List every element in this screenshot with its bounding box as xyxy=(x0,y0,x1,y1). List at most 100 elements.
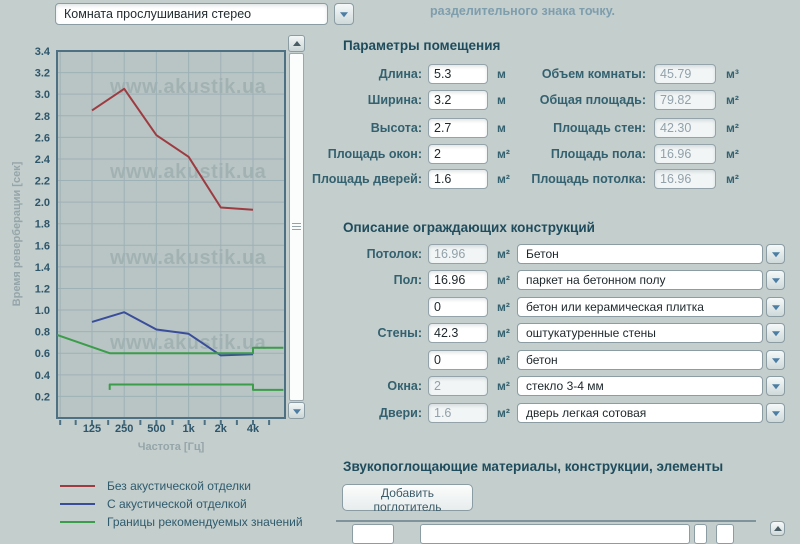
chevron-down-icon xyxy=(771,278,780,284)
construction-row: м² бетон или керамическая плитка xyxy=(0,297,800,317)
absorber-material-select[interactable] xyxy=(420,524,690,544)
construction-row: Потолок: м² Бетон xyxy=(0,244,800,264)
material-dropdown-button[interactable] xyxy=(766,350,785,370)
x-tick-label: 125 xyxy=(83,423,101,435)
walls2-material-select[interactable]: бетон xyxy=(517,350,763,370)
height-input[interactable] xyxy=(428,118,488,138)
floor-material-select[interactable]: паркет на бетонном полу xyxy=(517,270,763,290)
construction-row: Окна: м² стекло 3-4 мм xyxy=(0,376,800,396)
walls-area-unit: м² xyxy=(726,121,739,135)
floor2-area-input[interactable] xyxy=(428,297,488,317)
room-preset-select[interactable]: Комната прослушивания стерео xyxy=(55,3,328,25)
chevron-down-icon xyxy=(771,358,780,364)
width-input[interactable] xyxy=(428,90,488,110)
add-absorber-button[interactable]: Добавить поглотитель xyxy=(342,484,473,514)
length-input[interactable] xyxy=(428,64,488,84)
x-tick-label: 1k xyxy=(182,423,195,435)
windows-material-select[interactable]: стекло 3-4 мм xyxy=(517,376,763,396)
y-tick-label: 1.8 xyxy=(35,219,50,231)
total-area-unit: м² xyxy=(726,93,739,107)
doors-area-input[interactable] xyxy=(428,169,488,189)
walls2-area-input[interactable] xyxy=(428,350,488,370)
material-value: стекло 3-4 мм xyxy=(526,379,604,393)
arrow-down-icon xyxy=(292,408,301,414)
legend-item: Без акустической отделки xyxy=(60,479,251,493)
reverberation-chart: www.akustik.ua www.akustik.ua www.akustik.… xyxy=(11,46,286,453)
walls-area-input[interactable] xyxy=(428,323,488,343)
material-dropdown-button[interactable] xyxy=(766,297,785,317)
absorber-value-field[interactable] xyxy=(694,524,707,544)
room-preset-value: Комната прослушивания стерео xyxy=(64,7,252,21)
construction-row: м² бетон xyxy=(0,350,800,370)
chevron-down-icon xyxy=(771,252,780,258)
material-value: паркет на бетонном полу xyxy=(526,273,666,287)
construction-row: Двери: м² дверь легкая сотовая xyxy=(0,403,800,423)
y-tick-label: 1.6 xyxy=(35,240,50,252)
param-row: Площадь дверей: м² Площадь потолка: м² xyxy=(0,169,800,189)
floor-area-unit: м² xyxy=(726,147,739,161)
width-label: Ширина: xyxy=(367,93,422,107)
walls-area-label: Площадь стен: xyxy=(553,121,646,135)
construction-row: Стены: м² оштукатуренные стены xyxy=(0,323,800,343)
param-row: Ширина: м Общая площадь: м² xyxy=(0,90,800,110)
material-dropdown-button[interactable] xyxy=(766,270,785,290)
absorber-value-field[interactable] xyxy=(716,524,734,544)
scroll-up-button[interactable] xyxy=(288,35,305,52)
windows-area-input[interactable] xyxy=(428,144,488,164)
series-line-0 xyxy=(91,87,254,211)
ceiling-area-input xyxy=(428,244,488,264)
windows-area-input xyxy=(428,376,488,396)
arrow-up-icon xyxy=(292,40,301,46)
y-tick-label: 2.4 xyxy=(35,154,51,166)
floor-area-field xyxy=(654,144,716,164)
floor2-material-select[interactable]: бетон или керамическая плитка xyxy=(517,297,763,317)
legend-label: Без акустической отделки xyxy=(107,479,252,493)
material-value: оштукатуренные стены xyxy=(526,326,656,340)
volume-field xyxy=(654,64,716,84)
room-preset-dropdown-button[interactable] xyxy=(334,3,354,25)
height-unit: м xyxy=(497,121,506,135)
material-dropdown-button[interactable] xyxy=(766,323,785,343)
total-area-label: Общая площадь: xyxy=(539,93,646,107)
x-tick-label: 500 xyxy=(147,423,165,435)
area-unit: м² xyxy=(497,353,510,367)
ceiling-material-select[interactable]: Бетон xyxy=(517,244,763,264)
material-dropdown-button[interactable] xyxy=(766,403,785,423)
param-row: Длина: м Объем комнаты: м³ xyxy=(0,64,800,84)
watermark: www.akustik.ua xyxy=(109,76,267,98)
floor-area-input[interactable] xyxy=(428,270,488,290)
material-dropdown-button[interactable] xyxy=(766,376,785,396)
y-tick-label: 2.6 xyxy=(35,132,50,144)
legend-line-blue xyxy=(60,503,95,505)
windows-area-label: Площадь окон: xyxy=(327,147,422,161)
walls-material-select[interactable]: оштукатуренные стены xyxy=(517,323,763,343)
x-tick-label: 4k xyxy=(247,423,260,435)
absorber-scroll-up-button[interactable] xyxy=(770,521,785,536)
doors-area-input xyxy=(428,403,488,423)
y-tick-label: 3.4 xyxy=(35,46,51,58)
scroll-down-button[interactable] xyxy=(288,402,305,419)
y-tick-label: 2.0 xyxy=(35,197,50,209)
legend-label: Границы рекомендуемых значений xyxy=(107,515,303,529)
doors-material-select[interactable]: дверь легкая сотовая xyxy=(517,403,763,423)
absorber-count-input[interactable] xyxy=(352,524,394,544)
floor-label: Пол: xyxy=(393,273,422,287)
y-tick-label: 0.8 xyxy=(35,327,50,339)
windows-area-unit: м² xyxy=(497,147,510,161)
y-axis-title: Время реверберации [сек] xyxy=(11,161,23,306)
floor-area-label: Площадь пола: xyxy=(550,147,646,161)
y-tick-label: 1.4 xyxy=(35,262,51,274)
material-dropdown-button[interactable] xyxy=(766,244,785,264)
width-unit: м xyxy=(497,93,506,107)
y-tick-label: 2.8 xyxy=(35,111,50,123)
chart-scrollbar[interactable] xyxy=(288,35,305,419)
material-value: Бетон xyxy=(526,247,559,261)
y-tick-label: 3.0 xyxy=(35,89,50,101)
walls-label: Стены: xyxy=(377,326,423,340)
doors-area-label: Площадь дверей: xyxy=(312,172,422,186)
section-title-room-params: Параметры помещения xyxy=(343,38,501,53)
legend-label: С акустической отделкой xyxy=(107,497,247,511)
volume-unit: м³ xyxy=(726,67,739,81)
scrollbar-thumb[interactable] xyxy=(289,53,304,401)
y-tick-label: 0.2 xyxy=(35,391,50,403)
